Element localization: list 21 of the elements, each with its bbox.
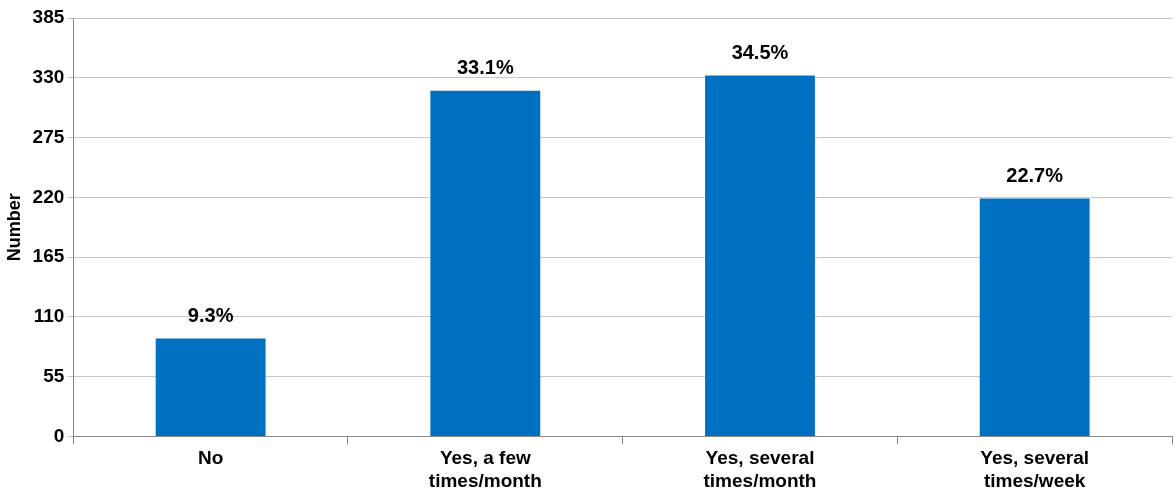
- x-tick-label: Yes, several times/month: [703, 447, 817, 491]
- y-tick-label: 220: [32, 185, 65, 207]
- bar: [430, 90, 541, 436]
- y-tick-label: 110: [33, 305, 65, 327]
- annotation: 33.1%: [456, 56, 514, 79]
- y-tick-label: 385: [32, 6, 65, 28]
- annotation: 22.7%: [1006, 163, 1064, 186]
- y-tick-label: 165: [32, 245, 65, 267]
- y-tick-label: 275: [32, 125, 65, 147]
- x-tick-label: Yes, several times/week: [980, 447, 1090, 491]
- y-tick-label: 55: [43, 364, 65, 386]
- bar: [705, 75, 815, 436]
- annotation: 9.3%: [187, 304, 234, 327]
- y-tick-label: 0: [53, 424, 65, 446]
- annotation: 34.5%: [731, 41, 789, 64]
- y-axis-title: Number: [3, 193, 24, 262]
- x-tick-label: No: [197, 447, 224, 469]
- y-tick-label: 330: [32, 66, 65, 88]
- bar: [155, 338, 266, 436]
- bar: [979, 198, 1090, 436]
- x-tick-label: Yes, a few times/month: [428, 447, 542, 491]
